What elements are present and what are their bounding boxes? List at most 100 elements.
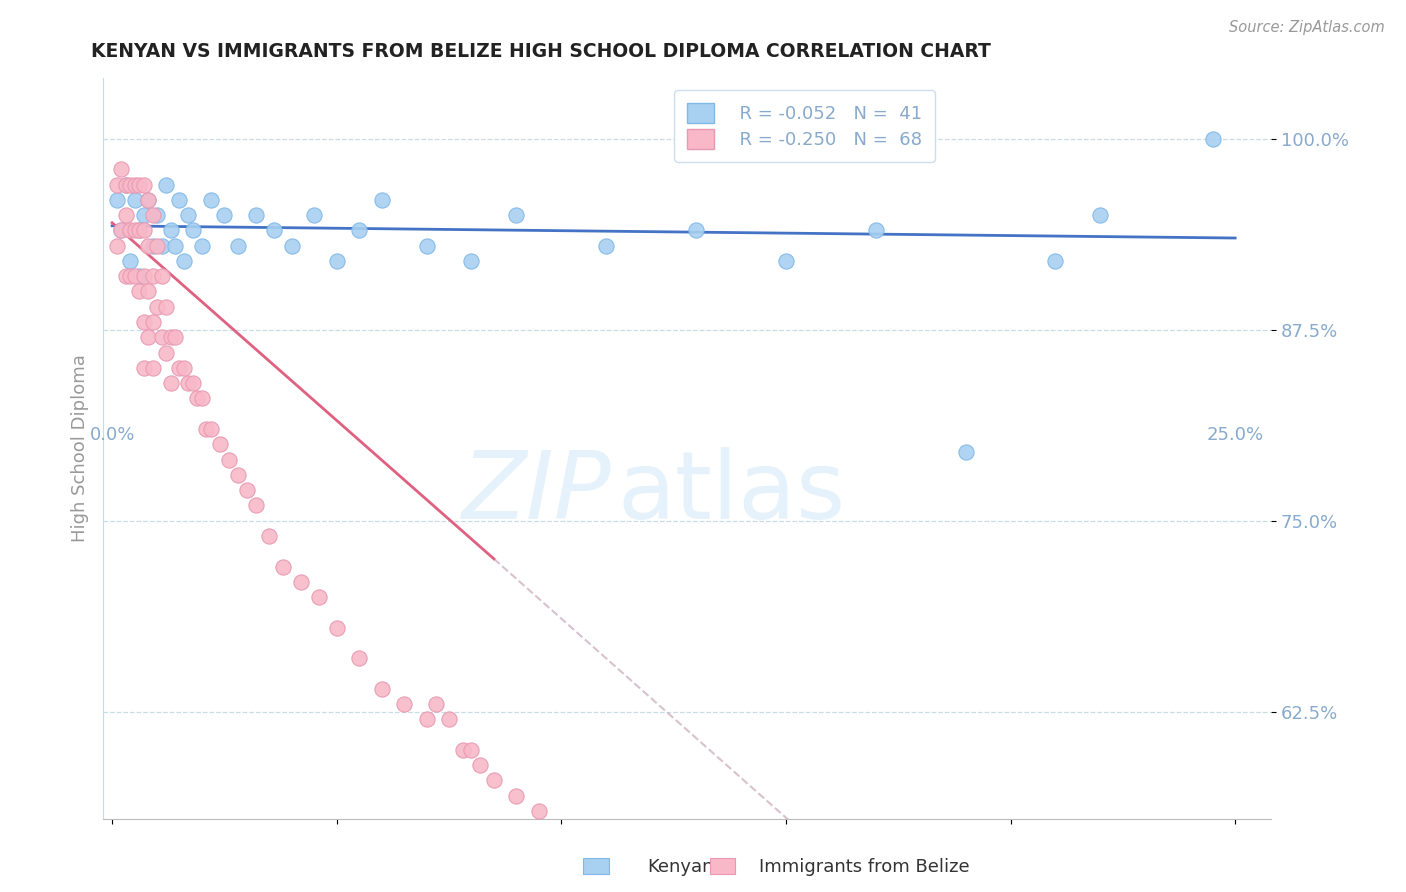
Point: [169, 193, 191, 207]
Point: [124, 269, 146, 284]
Point: [415, 712, 437, 726]
Text: Source: ZipAtlas.com: Source: ZipAtlas.com: [1229, 20, 1385, 35]
Point: [150, 269, 173, 284]
Point: [105, 178, 128, 192]
Point: [132, 178, 155, 192]
Point: [146, 300, 169, 314]
Point: [437, 712, 460, 726]
Point: [136, 193, 159, 207]
Point: [173, 360, 195, 375]
Point: [141, 208, 163, 222]
Point: [226, 238, 249, 252]
Point: [128, 223, 150, 237]
Point: [150, 238, 173, 252]
Point: [505, 789, 527, 803]
Point: [304, 208, 326, 222]
Point: [245, 208, 267, 222]
Point: [136, 193, 159, 207]
Point: [120, 254, 142, 268]
Point: [181, 376, 204, 391]
Point: [1202, 132, 1225, 146]
Point: [120, 223, 142, 237]
Point: [155, 178, 177, 192]
Point: [451, 743, 474, 757]
Point: [263, 223, 285, 237]
Point: [110, 223, 132, 237]
Point: [124, 178, 146, 192]
Point: [955, 445, 977, 459]
Point: [415, 238, 437, 252]
Point: [146, 238, 169, 252]
Point: [128, 223, 150, 237]
Point: [865, 223, 887, 237]
Point: [124, 223, 146, 237]
Point: [1045, 254, 1067, 268]
Point: [114, 208, 136, 222]
Point: [470, 758, 492, 772]
Text: 0.0%: 0.0%: [90, 425, 135, 444]
Point: [236, 483, 259, 497]
Point: [124, 193, 146, 207]
Point: [141, 360, 163, 375]
Point: [136, 238, 159, 252]
Point: [114, 178, 136, 192]
Point: [128, 285, 150, 299]
Text: ZIP: ZIP: [461, 447, 612, 538]
Point: [159, 376, 181, 391]
Point: [163, 330, 186, 344]
Point: [132, 269, 155, 284]
Point: [141, 315, 163, 329]
Text: atlas: atlas: [617, 447, 845, 539]
Point: [105, 193, 128, 207]
Point: [120, 178, 142, 192]
Point: [105, 238, 128, 252]
Point: [128, 178, 150, 192]
Point: [159, 223, 181, 237]
Point: [114, 178, 136, 192]
Point: [191, 238, 214, 252]
Text: KENYAN VS IMMIGRANTS FROM BELIZE HIGH SCHOOL DIPLOMA CORRELATION CHART: KENYAN VS IMMIGRANTS FROM BELIZE HIGH SC…: [91, 42, 991, 61]
Point: [177, 376, 200, 391]
Point: [290, 574, 312, 589]
Point: [482, 773, 505, 788]
Point: [177, 208, 200, 222]
Point: [214, 208, 236, 222]
Point: [181, 223, 204, 237]
Legend:   R = -0.052   N =  41,   R = -0.250   N =  68: R = -0.052 N = 41, R = -0.250 N = 68: [673, 90, 935, 161]
Point: [195, 422, 218, 436]
Text: 25.0%: 25.0%: [1206, 425, 1264, 444]
Point: [132, 360, 155, 375]
Point: [155, 300, 177, 314]
Point: [136, 330, 159, 344]
Point: [325, 621, 347, 635]
Point: [141, 269, 163, 284]
Point: [159, 330, 181, 344]
Point: [1090, 208, 1112, 222]
Point: [370, 681, 392, 696]
Point: [191, 392, 214, 406]
Point: [120, 269, 142, 284]
Point: [245, 499, 267, 513]
Point: [208, 437, 231, 451]
Point: [136, 285, 159, 299]
Point: [775, 254, 797, 268]
Point: [595, 238, 617, 252]
Point: [271, 559, 294, 574]
Point: [527, 804, 550, 818]
Point: [226, 467, 249, 482]
Point: [132, 315, 155, 329]
Point: [141, 238, 163, 252]
Point: [347, 651, 370, 665]
Point: [370, 193, 392, 207]
Point: [200, 422, 222, 436]
Text: Immigrants from Belize: Immigrants from Belize: [759, 858, 970, 876]
Point: [259, 529, 281, 543]
Point: [150, 330, 173, 344]
Point: [218, 452, 240, 467]
Point: [128, 269, 150, 284]
Point: [685, 223, 707, 237]
Point: [425, 697, 447, 711]
Point: [308, 590, 330, 604]
Point: [155, 345, 177, 359]
Point: [114, 269, 136, 284]
